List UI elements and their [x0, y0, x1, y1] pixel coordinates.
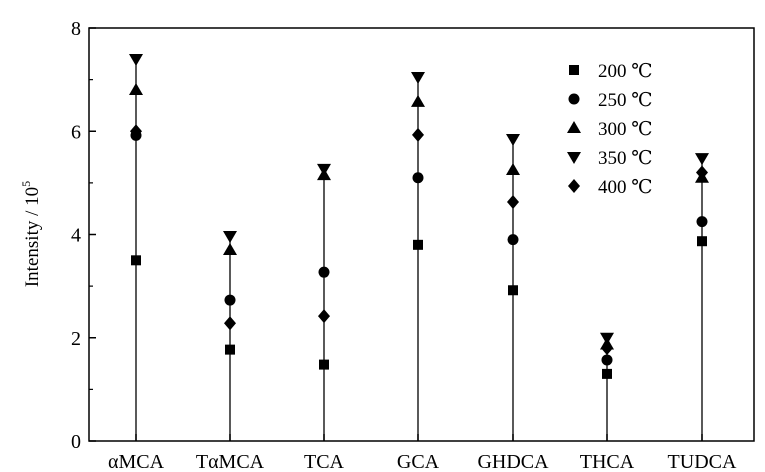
legend-label: 350 ℃ [598, 148, 653, 169]
data-point-triangle-down [129, 53, 143, 66]
legend-marker-triangle-down [567, 152, 581, 164]
data-point-square [413, 239, 423, 250]
data-point-square [225, 344, 235, 355]
data-point-triangle-down [317, 163, 331, 176]
legend-marker-diamond [568, 179, 580, 193]
data-point-diamond [130, 124, 142, 139]
markers [129, 53, 709, 379]
y-tick-label: 2 [71, 328, 81, 350]
data-point-triangle-down [600, 332, 614, 345]
data-point-triangle-down [506, 133, 520, 146]
plot-frame [88, 27, 755, 442]
data-point-triangle-up [223, 242, 237, 255]
legend-marker-square [569, 65, 579, 75]
y-tick-label: 8 [71, 18, 81, 40]
legend-marker-circle [568, 93, 580, 105]
data-point-triangle-up [506, 162, 520, 175]
y-tick-label: 4 [71, 225, 81, 247]
data-point-circle [318, 266, 330, 278]
data-point-diamond [507, 194, 519, 209]
data-point-circle [696, 216, 708, 228]
legend-label: 300 ℃ [598, 119, 653, 140]
data-point-diamond [696, 165, 708, 180]
legend-label: 250 ℃ [598, 90, 653, 111]
data-point-triangle-up [411, 94, 425, 107]
data-point-diamond [412, 127, 424, 142]
y-axis-label-exponent: 5 [19, 181, 33, 187]
data-point-square [131, 255, 141, 266]
x-tick-label: TαMCA [196, 451, 265, 472]
data-point-square [602, 368, 612, 379]
data-point-square [319, 359, 329, 370]
legend-label: 200 ℃ [598, 61, 653, 82]
stems [135, 58, 703, 441]
data-point-diamond [601, 341, 613, 356]
data-point-diamond [224, 316, 236, 331]
y-tick-label: 6 [71, 121, 81, 143]
x-tick-label: αMCA [108, 451, 165, 472]
y-axis-label-text: Intensity / 10 [22, 187, 43, 287]
x-tick-label: GHDCA [477, 451, 549, 472]
data-point-square [697, 236, 707, 247]
legend: 200 ℃ 250 ℃ 300 ℃ 350 ℃ 400 ℃ [567, 61, 653, 198]
data-point-triangle-down [695, 153, 709, 166]
data-point-circle [601, 354, 613, 366]
data-point-triangle-down [223, 231, 237, 244]
legend-marker-triangle-up [567, 121, 581, 133]
data-point-circle [507, 234, 519, 246]
ticks: 0 2 4 6 8 αMCA TαMCA TCA GCA GHDCA THCA TUDCA [71, 18, 737, 472]
data-point-diamond [318, 309, 330, 324]
y-tick-label: 0 [71, 431, 81, 453]
data-point-square [508, 285, 518, 296]
x-tick-label: THCA [580, 451, 635, 472]
data-point-circle [412, 172, 424, 184]
x-tick-label: TCA [304, 451, 345, 472]
data-point-triangle-up [129, 82, 143, 95]
data-point-triangle-down [411, 72, 425, 85]
x-tick-label: GCA [397, 451, 440, 472]
legend-label: 400 ℃ [598, 177, 653, 198]
data-point-circle [224, 294, 236, 306]
axes [88, 27, 755, 442]
y-axis-label: Intensity / 105 [19, 181, 43, 287]
x-tick-label: TUDCA [668, 451, 737, 472]
